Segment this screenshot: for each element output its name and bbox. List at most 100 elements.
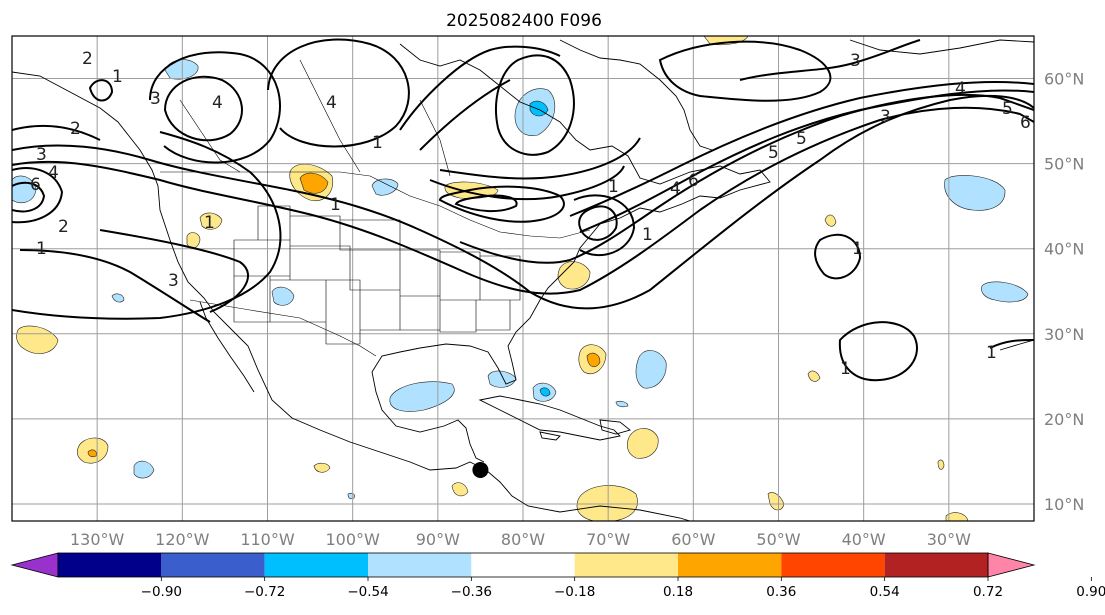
contour-line: [579, 89, 1034, 233]
shade-region: [626, 428, 659, 459]
colorbar-level-label: −0.54: [347, 584, 388, 600]
baja-california: [199, 301, 255, 393]
longitude-ticks: 130°W 120°W 110°W 100°W 90°W 80°W 70°W 60°W 50°W…: [70, 530, 971, 549]
shade-region: [347, 492, 355, 500]
latitude-tick-label: 20°N: [1044, 410, 1084, 429]
contour-label: 3: [168, 271, 179, 291]
contour-label: 2: [58, 217, 69, 237]
longitude-tick-label: 40°W: [842, 530, 886, 549]
shade-region: [944, 175, 1006, 211]
contour-label: 4: [48, 163, 59, 183]
contour-label: 4: [326, 93, 337, 113]
contour-label: 1: [112, 67, 123, 87]
colorbar-segment: [471, 553, 575, 577]
contour-line: [569, 80, 1034, 217]
colorbar-level-label: 0.54: [870, 584, 900, 600]
longitude-tick-label: 30°W: [927, 530, 971, 549]
storm-position-marker: [472, 461, 489, 478]
shade-region: [299, 172, 329, 194]
shade-region: [981, 281, 1029, 303]
colorbar-segment: [264, 553, 368, 577]
contour-line: [12, 181, 46, 213]
greenland-coast: [849, 39, 1034, 55]
shade-region: [539, 387, 551, 397]
contour-line: [495, 54, 575, 156]
contour-label: 6: [688, 171, 699, 191]
colorbar: [10, 552, 1092, 581]
colorbar-segment: [884, 553, 988, 577]
longitude-tick-label: 80°W: [501, 530, 545, 549]
contour-line: [12, 167, 64, 224]
contour-line: [454, 194, 518, 212]
contour-line: [12, 106, 1034, 295]
longitude-tick-label: 130°W: [70, 530, 125, 549]
latitude-tick-label: 40°N: [1044, 240, 1084, 259]
contour-label: 5: [1002, 99, 1013, 119]
contour-line: [739, 39, 921, 81]
longitude-tick-label: 110°W: [240, 530, 295, 549]
contour-line: [989, 339, 1034, 349]
atlantic-coastline: [371, 43, 771, 463]
colorbar-level-label: 0.18: [663, 584, 693, 600]
colorbar-labels: −0.90 −0.72 −0.54 −0.36 −0.18 0.18 0.36 0.54 0.7…: [141, 584, 1105, 600]
contour-label: 2: [70, 119, 81, 139]
contour-line: [578, 205, 618, 241]
colorbar-segment: [368, 553, 472, 577]
political-borders: [160, 59, 591, 357]
longitude-tick-label: 50°W: [756, 530, 800, 549]
hispaniola-island: [599, 419, 631, 435]
colorbar-segment: [781, 553, 885, 577]
map-title: 2025082400 F096: [446, 11, 602, 31]
colorbar-outline: [57, 552, 989, 578]
shaded-anomalies: [12, 36, 1029, 521]
colorbar-extend-low: [10, 552, 59, 578]
contour-label: 1: [840, 359, 851, 379]
contour-line: [99, 229, 250, 313]
contour-label-group: 2 1 3 4 3 4 6 2 1 3 1 4 2 1 5 5 4 6 3 4 …: [30, 49, 1031, 379]
shade-region: [557, 261, 591, 290]
contour-label: 1: [204, 213, 215, 233]
pacific-coastline: [12, 71, 691, 521]
shade-region: [635, 350, 667, 389]
shade-region: [937, 459, 945, 470]
latitude-tick-label: 30°N: [1044, 325, 1084, 344]
contour-line: [88, 79, 114, 102]
contour-label: 3: [150, 89, 161, 109]
contour-label: 1: [608, 177, 619, 197]
colorbar-level-label: −0.36: [451, 584, 492, 600]
longitude-tick-label: 100°W: [325, 530, 380, 549]
labrador-coast: [559, 39, 713, 151]
contour-label: 4: [955, 79, 966, 99]
contour-label: 5: [768, 143, 779, 163]
latitude-ticks: 10°N 20°N 30°N 40°N 50°N 60°N: [1044, 70, 1084, 514]
contour-label: 1: [36, 239, 47, 259]
shade-region: [111, 293, 125, 303]
contour-label: 1: [852, 239, 863, 259]
shade-region: [824, 214, 837, 227]
contour-label: 3: [850, 51, 861, 71]
longitude-tick-label: 60°W: [671, 530, 715, 549]
colorbar-level-label: −0.90: [141, 584, 182, 600]
us-mexico-border: [189, 299, 377, 357]
colorbar-extend-high: [987, 552, 1036, 578]
contour-label: 3: [880, 107, 891, 127]
contour-line: [439, 137, 641, 180]
contour-label: 6: [1020, 113, 1031, 133]
jamaica-island: [539, 431, 561, 441]
contour-line: [19, 249, 211, 323]
contour-label: 1: [372, 133, 383, 153]
contour-line: [658, 40, 832, 102]
colorbar-segment: [58, 553, 162, 577]
cuba-island: [478, 395, 621, 441]
contour-line: [438, 185, 565, 223]
graticule: [12, 36, 1034, 521]
contour-line: [149, 51, 281, 164]
map-frame: [11, 35, 1035, 522]
contour-label: 3: [36, 145, 47, 165]
contour-line: [814, 233, 862, 280]
longitude-tick-label: 90°W: [416, 530, 460, 549]
colorbar-segment: [678, 553, 782, 577]
us-state-borders: [233, 205, 521, 345]
contour-line: [838, 321, 918, 382]
